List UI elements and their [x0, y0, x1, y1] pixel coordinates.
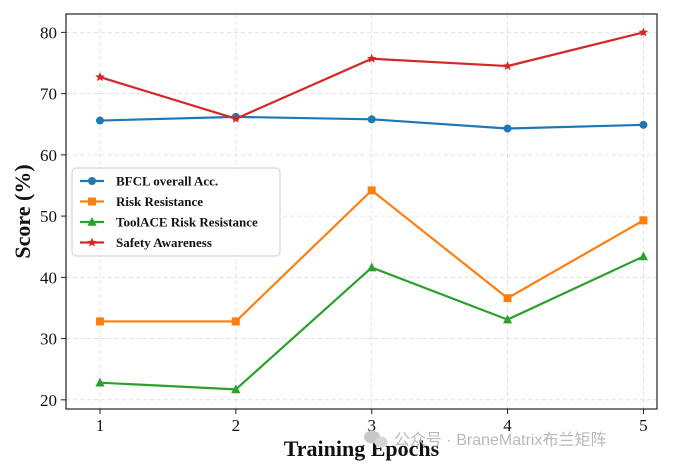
data-point-safety-awareness: [502, 61, 513, 71]
data-point-risk-resistance: [95, 317, 104, 326]
legend-label: BFCL overall Acc.: [116, 174, 218, 189]
axis-ticks: 1 2 3 4 5 20 30 40 50 60 70 80: [40, 23, 648, 435]
y-axis-title: Score (%): [10, 164, 35, 258]
data-point-risk-resistance: [367, 186, 376, 195]
data-point-safety-awareness: [366, 53, 377, 63]
x-tick-label: 1: [96, 416, 105, 435]
y-tick-label: 40: [40, 268, 57, 287]
y-tick-label: 60: [40, 146, 57, 165]
data-point-bfcl-overall-acc: [639, 120, 648, 129]
y-tick-label: 50: [40, 207, 57, 226]
data-point-safety-awareness: [231, 113, 241, 123]
data-point-bfcl-overall-acc: [503, 124, 512, 133]
data-point-risk-resistance: [639, 216, 648, 225]
y-tick-label: 80: [40, 23, 57, 42]
data-point-toolace-risk-resistance: [95, 377, 105, 387]
data-point-risk-resistance: [503, 294, 512, 303]
legend-swatch-marker: [87, 237, 97, 247]
legend-label: Safety Awareness: [116, 235, 212, 250]
legend-swatch-marker: [87, 217, 97, 226]
watermark: 公众号 · BraneMatrix布兰矩阵: [364, 430, 606, 449]
series-group: [95, 27, 649, 394]
grid: [66, 14, 657, 409]
data-point-risk-resistance: [231, 317, 240, 326]
series-toolace-risk-resistance: [95, 251, 649, 394]
legend-box: [71, 167, 281, 257]
x-tick-label: 4: [503, 416, 512, 435]
y-tick-label: 70: [40, 85, 57, 104]
data-point-safety-awareness: [638, 27, 649, 37]
legend-swatch-marker: [88, 197, 96, 206]
legend-label: Risk Resistance: [116, 194, 203, 209]
y-tick-label: 20: [40, 391, 57, 410]
plot-frame: [65, 13, 658, 410]
data-point-bfcl-overall-acc: [95, 116, 104, 125]
watermark-text: 公众号 · BraneMatrix布兰矩阵: [394, 431, 606, 449]
x-tick-label: 3: [367, 416, 376, 435]
data-point-toolace-risk-resistance: [231, 384, 241, 394]
series-risk-resistance: [95, 186, 648, 326]
legend-swatch-marker: [88, 177, 96, 185]
data-point-toolace-risk-resistance: [502, 314, 513, 324]
series-safety-awareness: [95, 27, 649, 123]
y-tick-label: 30: [40, 330, 57, 349]
data-point-safety-awareness: [95, 72, 105, 82]
legend: BFCL overall Acc. Risk Resistance ToolACE …: [71, 167, 281, 257]
x-tick-label: 5: [639, 416, 648, 435]
x-tick-label: 2: [232, 416, 241, 435]
data-point-toolace-risk-resistance: [367, 262, 377, 272]
data-point-toolace-risk-resistance: [638, 251, 649, 261]
wechat-icon: [364, 430, 388, 448]
x-axis-title: Training Epochs: [284, 436, 440, 461]
legend-label: ToolACE Risk Resistance: [116, 215, 258, 230]
series-bfcl-overall-acc: [95, 112, 648, 133]
data-point-bfcl-overall-acc: [367, 115, 376, 124]
